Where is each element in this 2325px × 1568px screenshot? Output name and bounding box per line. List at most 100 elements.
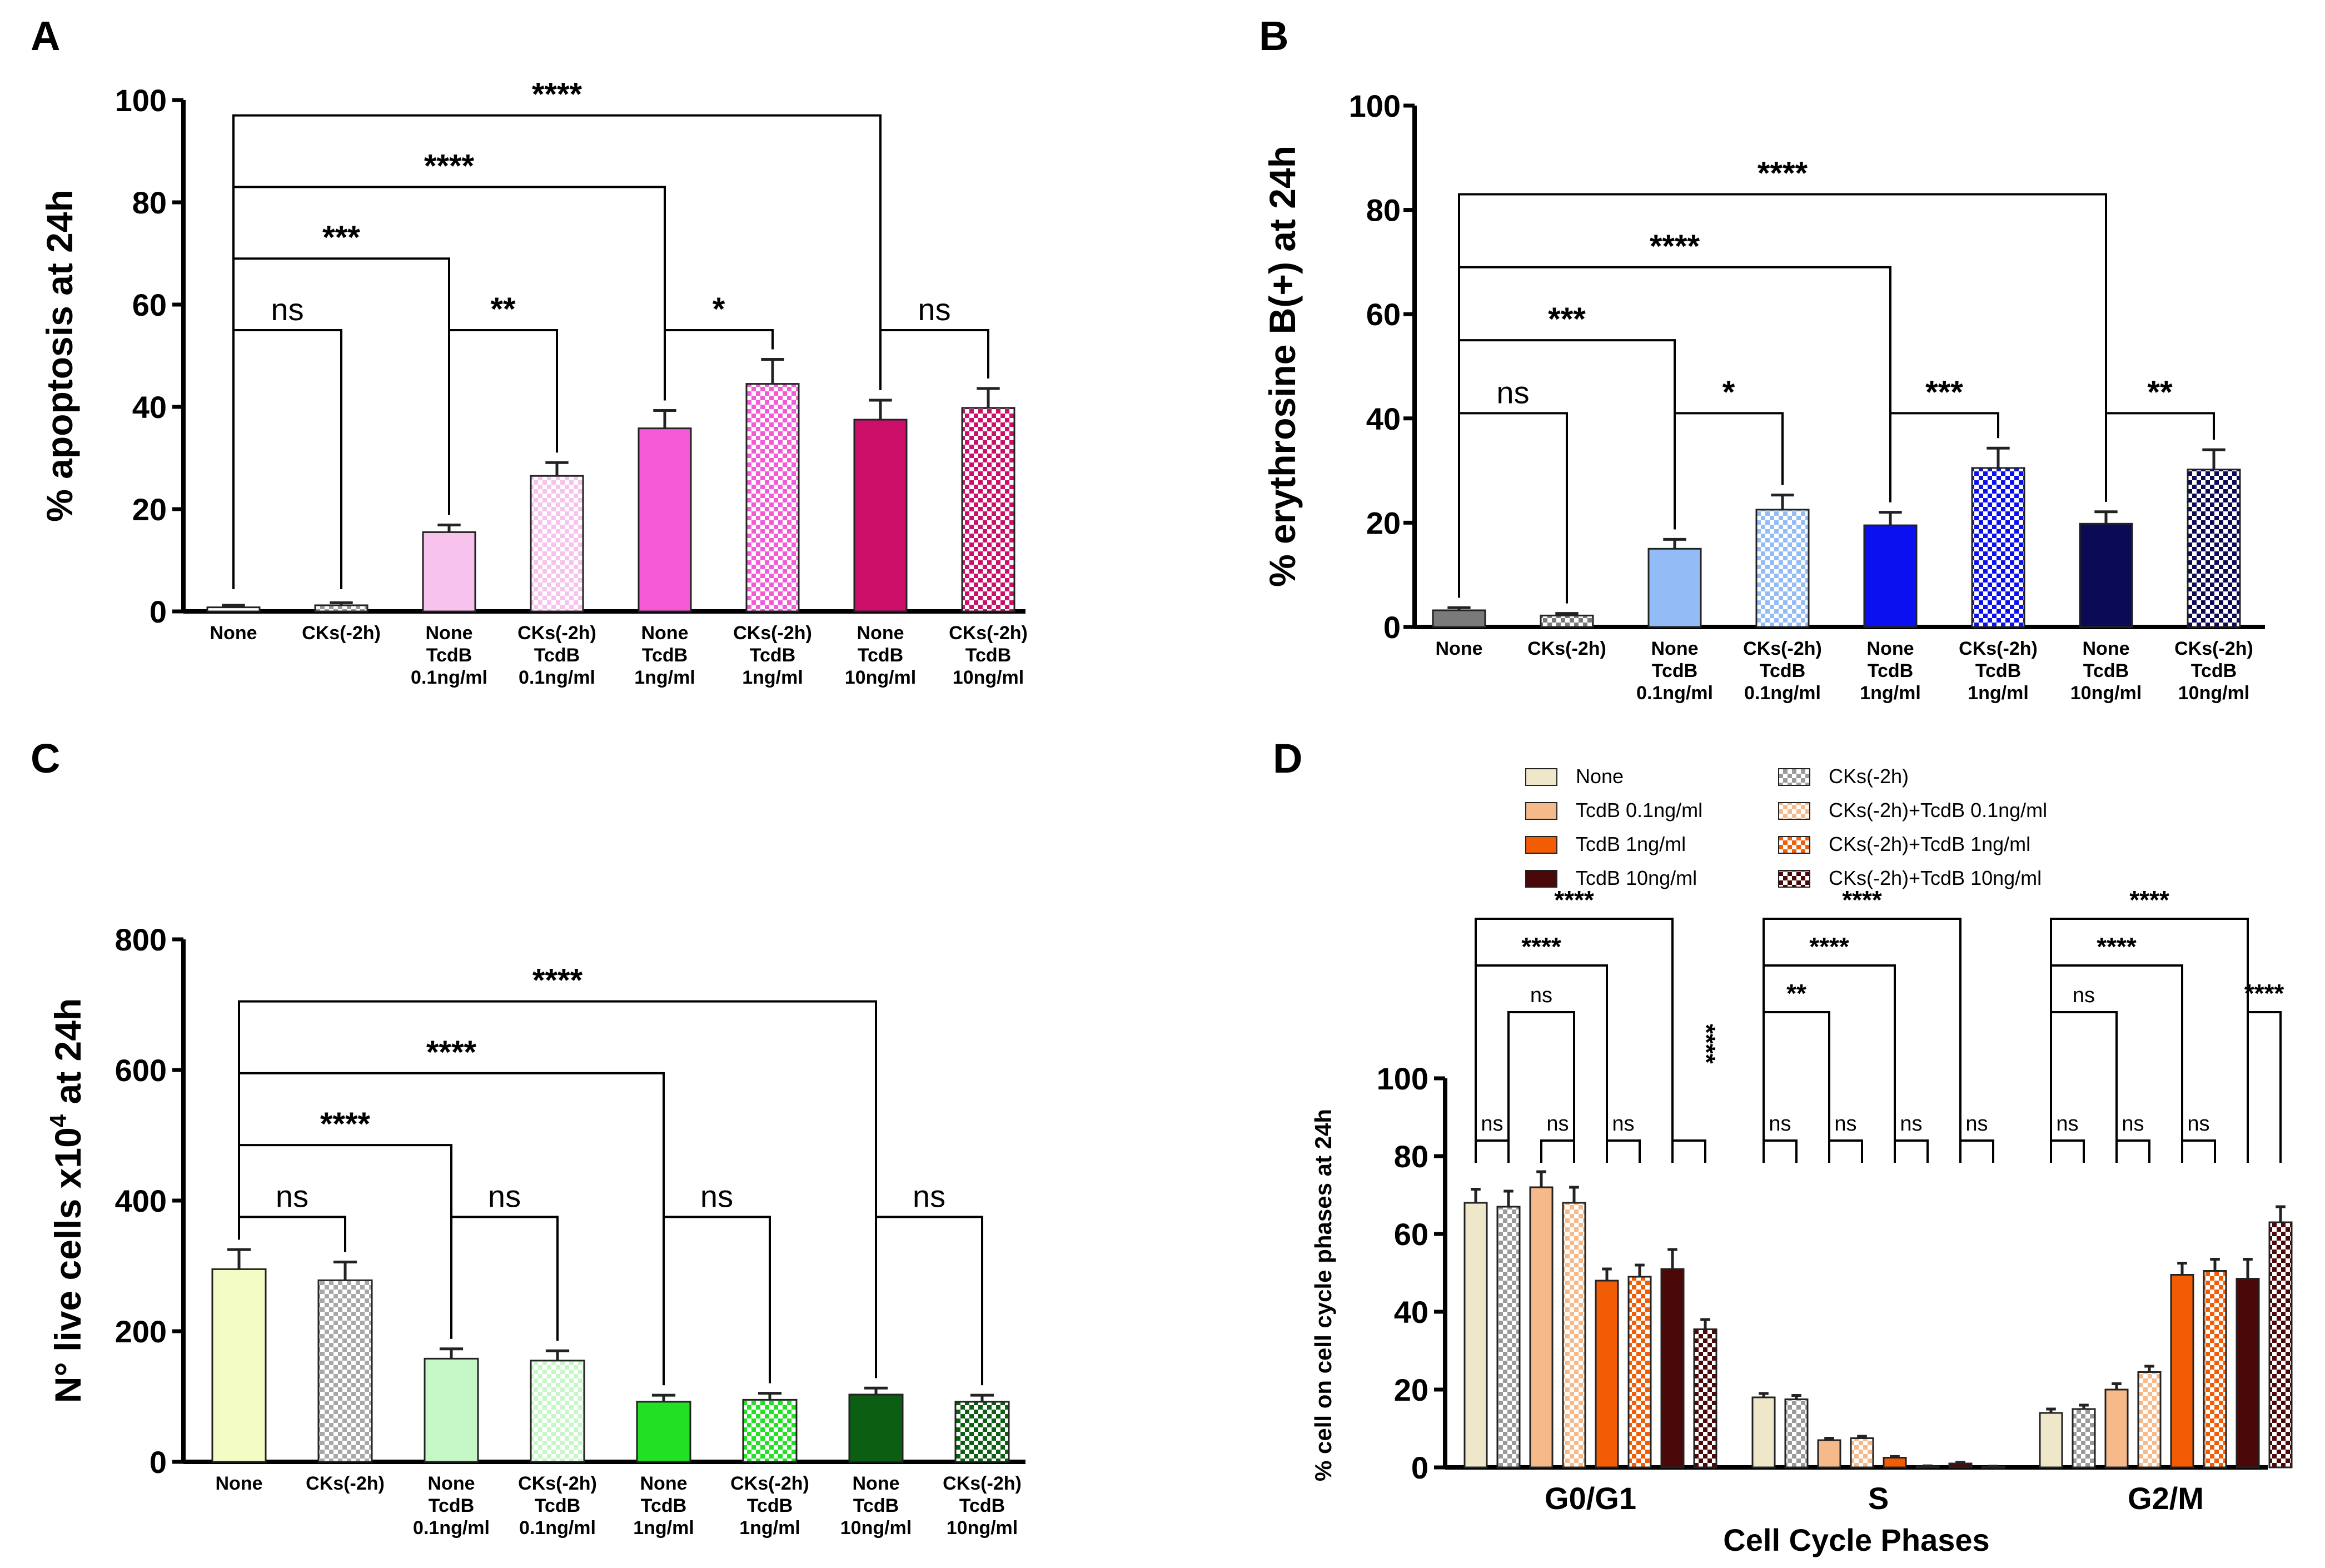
x-axis-title: Cell Cycle Phases (1723, 1522, 1989, 1557)
significance-bracket-4 (1507, 1011, 1575, 1163)
significance-bracket-2-label: ns (1612, 1112, 1634, 1136)
significance-bracket-3-label: **** (1692, 1024, 1721, 1064)
bar-2-3 (2137, 1371, 2162, 1469)
x-tick-label: CKs(-2h) (517, 623, 596, 644)
bar-2 (422, 531, 476, 613)
x-tick-label: TcdB (965, 645, 1011, 666)
bar-6 (2079, 522, 2133, 628)
significance-bracket-4-label: **** (320, 1106, 371, 1142)
bar-2-7 (2268, 1221, 2293, 1469)
x-tick-label: None (641, 623, 689, 644)
bar-0 (206, 606, 261, 613)
y-axis-title: % cell on cell cycle phases at 24h (1310, 1109, 1336, 1481)
significance-bracket-2 (1606, 1139, 1641, 1163)
bar-1-2 (1817, 1439, 1841, 1469)
significance-bracket-6 (232, 114, 882, 589)
x-tick-label: 10ng/ml (840, 1517, 912, 1539)
significance-bracket-5-label: **** (1521, 932, 1561, 961)
x-tick-label: CKs(-2h) (302, 623, 381, 644)
legend-swatch-4 (1525, 836, 1557, 854)
significance-bracket-3-label: ns (918, 292, 950, 327)
legend-label-5: CKs(-2h)+TcdB 1ng/ml (1829, 833, 2030, 855)
significance-bracket-13 (1763, 918, 1961, 1163)
significance-bracket-8-label: ns (1834, 1112, 1856, 1136)
legend-label-4: TcdB 1ng/ml (1576, 833, 1686, 855)
significance-bracket-5-label: **** (1650, 228, 1700, 265)
bar-1-0 (1751, 1396, 1776, 1469)
x-tick-label: CKs(-2h) (730, 1473, 809, 1494)
significance-bracket-6-label: **** (532, 963, 583, 999)
bar-1 (314, 604, 369, 613)
x-tick-label: None (428, 1473, 475, 1494)
x-tick-label: CKs(-2h) (306, 1473, 385, 1494)
bar-7 (2187, 469, 2241, 628)
bar-2-1 (2072, 1408, 2096, 1469)
x-tick-label: TcdB (642, 645, 688, 666)
significance-bracket-5-label: **** (424, 148, 475, 184)
significance-bracket-4-label: *** (1548, 301, 1586, 337)
bar-4 (636, 1401, 691, 1463)
significance-bracket-6 (238, 1000, 877, 1378)
y-axis-title-superscript: 4 (45, 1114, 71, 1127)
x-tick-label: 0.1ng/ml (519, 1517, 596, 1539)
legend-label-6: TcdB 10ng/ml (1576, 867, 1697, 889)
significance-bracket-2-label: *** (1925, 374, 1963, 410)
panel-a-ytick-label: 0 (150, 594, 167, 629)
panel-b: B 0 20 40 60 80 100 % erythrosine B(+) at 24h No… (1259, 13, 2265, 704)
significance-bracket-2-label: ns (700, 1178, 733, 1213)
panel-d-ytick-label: 80 (1394, 1139, 1428, 1174)
x-tick-label: None (1436, 638, 1483, 659)
significance-bracket-6-label: **** (1554, 885, 1594, 914)
bar-3 (1755, 509, 1810, 628)
x-tick-label: CKs(-2h) (518, 1473, 597, 1494)
significance-bracket-1-label: ns (488, 1178, 521, 1213)
panel-letter: A (31, 13, 60, 59)
x-group-label: S (1868, 1481, 1889, 1516)
x-tick-label: TcdB (1868, 660, 1913, 681)
bar-1-3 (1850, 1437, 1874, 1469)
significance-bracket-3 (879, 329, 989, 391)
bar-6 (853, 419, 908, 613)
significance-bracket-14-label: ns (2056, 1112, 2078, 1136)
panel-c-ytick-label: 600 (115, 1053, 167, 1088)
significance-bracket-14 (2050, 1139, 2085, 1163)
significance-bracket-20 (2050, 918, 2249, 1163)
bar-2-5 (2203, 1270, 2227, 1469)
significance-bracket-2 (663, 1216, 771, 1386)
x-tick-label: 1ng/ml (634, 667, 695, 688)
significance-bracket-16-label: ns (2187, 1112, 2209, 1136)
significance-bracket-7-label: ns (1769, 1112, 1791, 1136)
x-tick-label: CKs(-2h) (733, 623, 812, 644)
significance-bracket-0 (1475, 1139, 1510, 1163)
legend-label-2: TcdB 0.1ng/ml (1576, 799, 1702, 822)
significance-bracket-0 (1458, 412, 1568, 604)
panel-c-ytick-label: 200 (115, 1314, 167, 1349)
panel-a-ytick-label: 80 (132, 185, 167, 220)
x-tick-label: CKs(-2h) (943, 1473, 1022, 1494)
bar-0-1 (1496, 1206, 1521, 1469)
significance-bracket-3-label: ns (913, 1178, 945, 1213)
significance-bracket-3-label: ** (2147, 374, 2173, 410)
significance-bracket-18-label: ns (2073, 984, 2095, 1007)
y-axis-title: N° live cells x104 at 24h (45, 998, 88, 1403)
x-tick-label: None (210, 623, 257, 644)
bar-1 (317, 1279, 373, 1463)
x-tick-label: TcdB (641, 1495, 686, 1516)
panel-c-ytick-label: 800 (115, 922, 167, 957)
bar-5 (1971, 467, 2025, 628)
panel-c-ytick-label: 0 (150, 1445, 167, 1480)
bar-0 (211, 1268, 267, 1463)
significance-bracket-19-label: **** (2097, 932, 2137, 961)
x-tick-label: None (853, 1473, 900, 1494)
x-tick-label: None (857, 623, 904, 644)
significance-bracket-7 (1763, 1139, 1798, 1163)
bar-0-5 (1627, 1276, 1652, 1469)
x-tick-label: None (640, 1473, 688, 1494)
bar-0-3 (1562, 1202, 1586, 1469)
panel-b-ytick-label: 20 (1366, 505, 1401, 540)
y-axis-title: % erythrosine B(+) at 24h (1262, 146, 1303, 587)
legend-swatch-2 (1525, 802, 1557, 820)
